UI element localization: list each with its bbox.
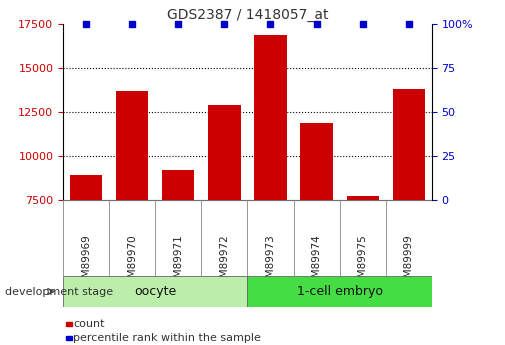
Bar [70, 176, 103, 200]
Text: 1-cell embryo: 1-cell embryo [296, 285, 383, 298]
Text: percentile rank within the sample: percentile rank within the sample [73, 333, 261, 343]
Bar [116, 91, 148, 200]
Text: GSM89969: GSM89969 [81, 234, 91, 291]
Bar [247, 276, 432, 307]
Bar [66, 336, 72, 340]
Bar [63, 276, 247, 307]
Text: GSM89973: GSM89973 [266, 234, 276, 291]
Bar [208, 105, 240, 200]
Bar [392, 89, 425, 200]
Bar [255, 35, 287, 200]
Bar [300, 123, 333, 200]
Title: GDS2387 / 1418057_at: GDS2387 / 1418057_at [167, 8, 328, 22]
Text: oocyte: oocyte [134, 285, 176, 298]
Text: count: count [73, 319, 105, 329]
Text: GSM89999: GSM89999 [403, 234, 414, 291]
Text: GSM89972: GSM89972 [219, 234, 229, 291]
Text: GSM89974: GSM89974 [312, 234, 322, 291]
Text: GSM89975: GSM89975 [358, 234, 368, 291]
Text: development stage: development stage [5, 287, 113, 296]
Bar [66, 322, 72, 326]
Bar [162, 170, 194, 200]
Text: GSM89970: GSM89970 [127, 234, 137, 291]
Bar [346, 196, 379, 200]
Text: GSM89971: GSM89971 [173, 234, 183, 291]
